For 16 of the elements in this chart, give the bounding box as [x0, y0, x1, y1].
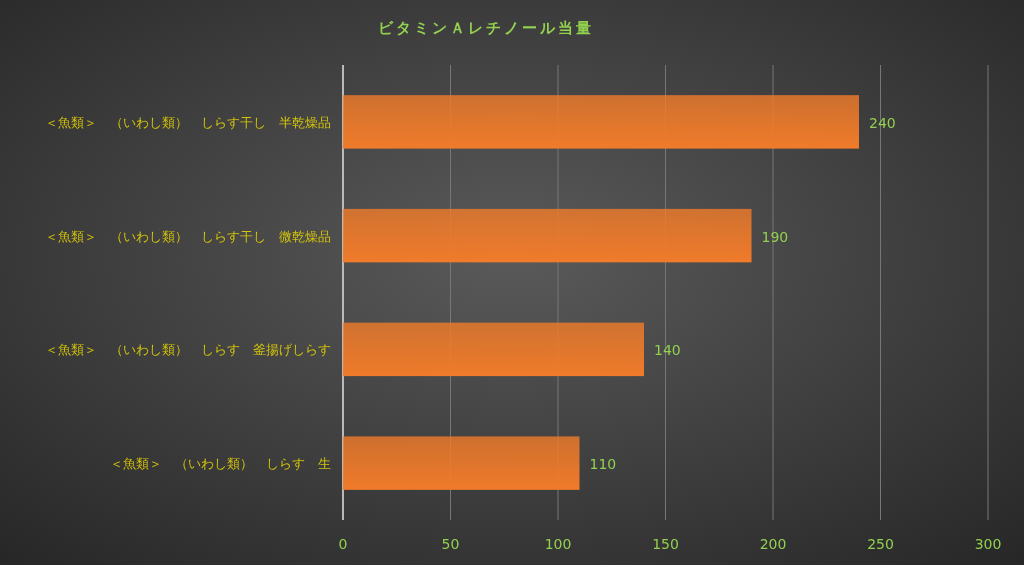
x-tick-label: 200 — [759, 536, 787, 552]
data-label: 240 — [869, 114, 896, 131]
y-tick-label: ＜魚類＞ （いわし類） しらす 釜揚げしらす — [45, 342, 331, 358]
x-tick-label: 300 — [974, 536, 1002, 552]
x-tick-label: 250 — [867, 536, 894, 552]
x-tick-label: 100 — [544, 536, 572, 552]
x-tick-label: 0 — [338, 536, 348, 552]
x-tick-label: 50 — [441, 536, 460, 552]
x-tick-label: 150 — [652, 536, 679, 552]
data-label: 190 — [761, 228, 789, 245]
y-tick-label: ＜魚類＞ （いわし類） しらす干し 半乾燥品 — [45, 114, 331, 130]
data-label: 110 — [589, 456, 617, 473]
y-tick-label: ＜魚類＞ （いわし類） しらす 生 — [110, 456, 331, 472]
data-label: 140 — [654, 342, 681, 359]
y-tick-label: ＜魚類＞ （いわし類） しらす干し 微乾燥品 — [45, 228, 331, 244]
chart-title: ビタミンＡレチノール当量 — [377, 19, 594, 37]
